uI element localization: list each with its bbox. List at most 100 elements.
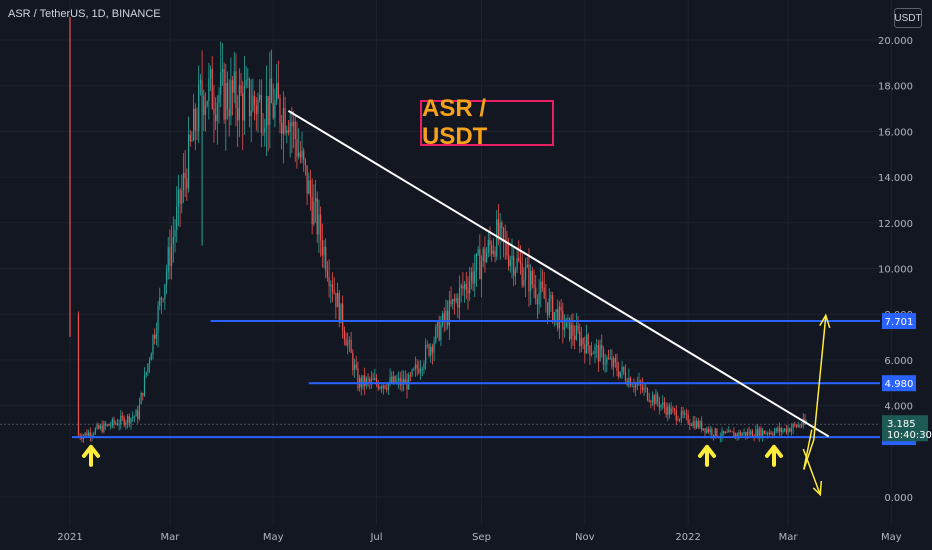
candle-body: [184, 172, 186, 179]
candle-body: [347, 341, 349, 346]
candle-body: [248, 79, 251, 117]
candle-body: [519, 260, 522, 264]
support-resistance-lines[interactable]: [72, 320, 880, 439]
candle-body: [277, 82, 279, 99]
candle-body: [233, 71, 235, 93]
candle-body: [225, 82, 227, 120]
candle-body: [680, 411, 682, 420]
candle-body: [646, 388, 649, 400]
candle-body: [574, 336, 576, 340]
candle-body: [623, 366, 625, 373]
candle-body: [399, 378, 401, 386]
candle-body: [651, 395, 654, 402]
candle-body: [613, 358, 615, 367]
candle-body: [301, 150, 303, 158]
candle-body: [570, 324, 572, 340]
candle-body: [106, 424, 108, 426]
candle-body: [89, 432, 91, 437]
bottom-arrow-icon: [698, 444, 716, 467]
candle-body: [296, 139, 298, 157]
candle-body: [575, 325, 577, 340]
candle-body: [433, 341, 435, 353]
candle-body: [159, 297, 161, 306]
candle-body: [709, 429, 711, 433]
candle-body: [790, 428, 793, 432]
candle-body: [452, 299, 454, 305]
candle-body: [675, 410, 677, 420]
candle-body: [777, 428, 779, 432]
candle-body: [169, 247, 171, 266]
candle-body: [773, 431, 776, 436]
candle-body: [336, 292, 339, 308]
candle-body: [345, 338, 347, 346]
candle-body: [154, 335, 156, 339]
candle-body: [463, 284, 466, 289]
candle-body: [223, 69, 225, 120]
candle-body: [353, 364, 356, 371]
candle-body: [101, 425, 103, 433]
candle-body: [445, 311, 447, 321]
time-tick-label: Mar: [160, 532, 180, 543]
candle-body: [409, 374, 411, 376]
candle-body: [132, 417, 134, 418]
candle-body: [238, 85, 240, 121]
candle-body: [516, 257, 518, 270]
candle-body: [270, 78, 273, 103]
candle-body: [772, 434, 774, 436]
candle-body: [670, 408, 672, 415]
candle-body: [287, 130, 290, 133]
candle-body: [167, 247, 169, 272]
candle-body: [279, 98, 281, 124]
candle-body: [194, 108, 196, 131]
candle-body: [460, 285, 462, 289]
candle-body: [441, 313, 444, 325]
candle-body: [785, 428, 787, 433]
candle-body: [746, 431, 748, 436]
current-price-tag: [882, 415, 928, 442]
candle-body: [687, 414, 689, 424]
candle-body: [609, 357, 611, 359]
candle-body: [411, 369, 413, 375]
candle-body: [323, 246, 325, 256]
candle-body: [499, 222, 501, 240]
candle-body: [585, 334, 588, 354]
candle-body: [572, 324, 574, 337]
candle-body: [729, 430, 732, 432]
candle-body: [695, 421, 698, 429]
candle-body: [143, 375, 146, 396]
candle-body: [196, 130, 198, 132]
candle-body: [685, 413, 688, 415]
candle-body: [364, 375, 366, 386]
candle-body: [508, 255, 510, 267]
candle-body: [536, 298, 539, 305]
candle-body: [247, 79, 249, 80]
candle-body: [108, 424, 110, 426]
candle-body: [375, 378, 378, 384]
candle-body: [582, 338, 584, 344]
candle-body: [213, 108, 215, 115]
candle-body: [653, 395, 655, 405]
symbol-header: ASR / TetherUS, 1D, BINANCE: [8, 8, 161, 20]
candle-body: [126, 415, 129, 423]
candle-body: [726, 432, 728, 433]
candle-body: [655, 394, 657, 405]
bottom-arrow-icon: [765, 444, 783, 467]
descending-trendline[interactable]: [287, 109, 830, 438]
candle-body: [382, 385, 384, 389]
candle-body: [135, 410, 137, 417]
candle-body: [145, 372, 147, 376]
candle-body: [314, 198, 317, 203]
candle-body: [174, 230, 176, 237]
candle-body: [389, 377, 391, 383]
candle-body: [694, 421, 696, 429]
time-axis[interactable]: 2021 Mar May Jul Sep Nov 2022 Mar May: [57, 532, 901, 543]
candle-body: [524, 266, 527, 280]
candle-body: [491, 245, 493, 255]
candle-body: [189, 134, 191, 142]
price-axis[interactable]: 20.00018.00016.00014.00012.00010.0008.00…: [878, 36, 932, 504]
price-tick-label: 18.000: [878, 82, 913, 93]
currency-button[interactable]: USDT: [894, 8, 922, 28]
trendline-segment: [287, 109, 830, 438]
candle-body: [140, 392, 142, 405]
